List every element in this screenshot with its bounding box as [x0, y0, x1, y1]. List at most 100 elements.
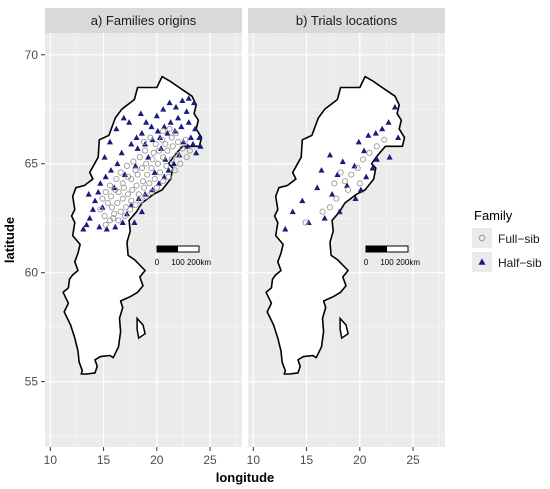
- point-half-sib: [97, 180, 104, 186]
- x-tick-label: 15: [300, 453, 314, 467]
- point-half-sib: [363, 173, 370, 180]
- point-full-sib: [119, 180, 126, 187]
- point-half-sib: [318, 167, 325, 173]
- point-half-sib: [133, 134, 140, 140]
- point-half-sib: [379, 125, 386, 132]
- point-full-sib: [166, 125, 173, 132]
- point-half-sib: [99, 204, 106, 210]
- scale-bar-b-label-200: 200km: [396, 258, 420, 267]
- point-full-sib: [148, 189, 155, 196]
- point-full-sib: [130, 158, 137, 165]
- point-full-sib: [302, 219, 309, 226]
- point-full-sib: [171, 167, 178, 174]
- point-half-sib: [85, 191, 92, 197]
- point-full-sib: [127, 206, 134, 213]
- point-full-sib: [150, 149, 157, 156]
- point-half-sib: [352, 195, 359, 201]
- point-half-sib: [121, 171, 128, 178]
- panel-b-strip: [248, 8, 445, 33]
- point-half-sib: [164, 130, 171, 136]
- point-full-sib: [121, 212, 128, 220]
- point-half-sib: [135, 195, 142, 201]
- point-half-sib: [131, 219, 138, 225]
- point-full-sib: [104, 199, 111, 207]
- point-full-sib: [172, 130, 180, 137]
- point-full-sib: [120, 184, 127, 191]
- point-half-sib: [165, 167, 172, 173]
- point-half-sib: [166, 99, 173, 106]
- point-full-sib: [138, 165, 145, 172]
- x-axis-ticks: 10 15 20 25 10 15 20 25: [44, 447, 420, 467]
- point-half-sib: [192, 125, 199, 132]
- point-half-sib: [142, 140, 149, 147]
- point-half-sib: [334, 171, 341, 178]
- point-full-sib: [163, 162, 170, 169]
- point-full-sib: [107, 193, 115, 200]
- point-full-sib: [102, 221, 109, 228]
- legend-label-half-sib: Half−sib: [498, 256, 542, 270]
- point-half-sib: [132, 162, 139, 169]
- point-full-sib: [102, 189, 109, 196]
- point-full-sib: [115, 217, 122, 224]
- point-full-sib: [152, 141, 159, 148]
- panel-b-points: [282, 103, 402, 232]
- point-half-sib: [185, 119, 192, 125]
- point-half-sib: [103, 225, 110, 232]
- point-full-sib: [113, 175, 120, 183]
- point-full-sib: [354, 165, 361, 172]
- point-full-sib: [169, 143, 176, 150]
- point-half-sib: [92, 197, 99, 204]
- point-full-sib: [136, 154, 143, 161]
- panel-trials-locations: b) Trials locations 0 100 200km: [248, 8, 445, 447]
- point-half-sib: [123, 210, 131, 217]
- point-full-sib: [133, 182, 140, 189]
- point-full-sib: [159, 136, 166, 143]
- point-half-sib: [365, 132, 372, 138]
- point-full-sib: [337, 169, 344, 176]
- point-full-sib: [165, 173, 172, 180]
- point-half-sib: [369, 164, 376, 171]
- point-half-sib: [112, 223, 119, 230]
- legend: Family Full−sib Half−sib: [472, 208, 542, 272]
- point-half-sib: [158, 145, 165, 151]
- point-full-sib: [160, 128, 167, 135]
- point-full-sib: [144, 171, 151, 178]
- y-tick-label: 65: [25, 157, 39, 171]
- point-half-sib: [155, 180, 162, 186]
- point-half-sib: [196, 134, 203, 140]
- point-full-sib: [345, 186, 352, 193]
- gotland-island-b: [339, 316, 349, 340]
- point-half-sib: [160, 106, 167, 112]
- point-half-sib: [178, 123, 185, 130]
- point-half-sib: [187, 134, 194, 140]
- point-full-sib: [168, 134, 175, 141]
- point-full-sib: [129, 186, 136, 193]
- point-full-sib: [160, 178, 167, 185]
- point-half-sib: [189, 140, 197, 147]
- point-half-sib: [106, 138, 113, 145]
- point-half-sib: [197, 143, 204, 149]
- x-tick-label: 20: [353, 453, 367, 467]
- point-full-sib: [151, 175, 158, 183]
- point-half-sib: [143, 119, 150, 125]
- point-half-sib: [148, 123, 155, 130]
- point-half-sib: [167, 119, 174, 125]
- point-full-sib: [183, 154, 190, 161]
- point-half-sib: [191, 99, 198, 106]
- panel-a-strip: [45, 8, 242, 33]
- scale-bar-b-label-100: 100: [380, 258, 394, 267]
- sweden-map-outline-a: [62, 75, 203, 375]
- legend-key-full-sib: [478, 234, 486, 242]
- point-full-sib: [356, 180, 363, 187]
- point-half-sib: [343, 182, 351, 188]
- scale-bar-a: 0 100 200km: [155, 245, 211, 267]
- point-half-sib: [184, 143, 191, 149]
- point-half-sib: [102, 173, 109, 180]
- point-half-sib: [185, 95, 192, 101]
- point-half-sib: [183, 108, 190, 114]
- point-half-sib: [373, 156, 380, 162]
- point-full-sib: [125, 173, 132, 180]
- panel-b-grid: [248, 33, 445, 447]
- point-half-sib: [305, 219, 312, 225]
- point-full-sib: [168, 156, 175, 163]
